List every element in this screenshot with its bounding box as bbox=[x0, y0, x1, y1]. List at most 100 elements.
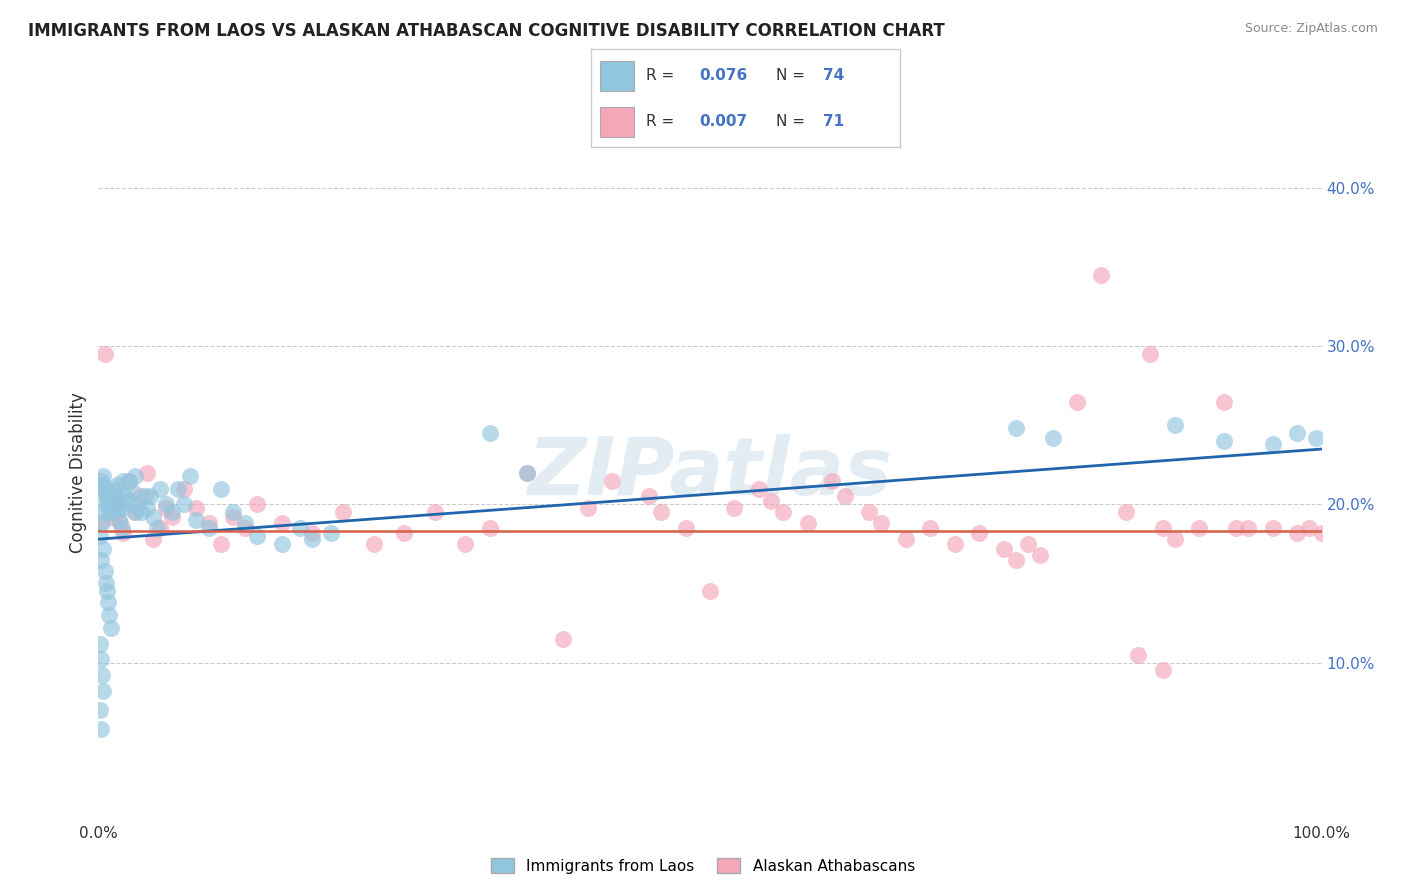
Point bbox=[89, 482, 111, 496]
Point bbox=[89, 636, 111, 650]
Point bbox=[94, 576, 117, 591]
Point bbox=[90, 652, 112, 666]
Text: 71: 71 bbox=[823, 114, 844, 129]
Point bbox=[149, 482, 172, 496]
Point bbox=[894, 532, 917, 546]
Point bbox=[363, 537, 385, 551]
Point bbox=[100, 484, 122, 499]
Point bbox=[270, 516, 294, 531]
Point bbox=[118, 494, 141, 508]
Point bbox=[1042, 431, 1064, 445]
Point bbox=[1237, 521, 1260, 535]
Point bbox=[173, 482, 195, 496]
Point bbox=[93, 564, 115, 578]
Point bbox=[136, 466, 159, 480]
Point bbox=[100, 621, 122, 635]
Text: 0.076: 0.076 bbox=[699, 68, 747, 83]
Point bbox=[1115, 505, 1137, 519]
Text: ZIPatlas: ZIPatlas bbox=[527, 434, 893, 512]
Point bbox=[97, 595, 120, 609]
Point bbox=[197, 521, 219, 535]
Point bbox=[650, 505, 672, 519]
Point bbox=[111, 474, 134, 488]
Point bbox=[222, 505, 245, 519]
Point bbox=[699, 584, 721, 599]
Point bbox=[319, 525, 342, 540]
Point bbox=[186, 513, 208, 527]
Point bbox=[209, 482, 232, 496]
Point bbox=[104, 490, 127, 504]
Point bbox=[179, 469, 201, 483]
Point bbox=[186, 500, 208, 515]
Point bbox=[478, 426, 501, 441]
Point bbox=[160, 505, 183, 519]
Point bbox=[136, 500, 159, 515]
Point bbox=[1029, 548, 1052, 562]
Text: IMMIGRANTS FROM LAOS VS ALASKAN ATHABASCAN COGNITIVE DISABILITY CORRELATION CHAR: IMMIGRANTS FROM LAOS VS ALASKAN ATHABASC… bbox=[28, 22, 945, 40]
Text: R =: R = bbox=[647, 68, 679, 83]
Legend: Immigrants from Laos, Alaskan Athabascans: Immigrants from Laos, Alaskan Athabascan… bbox=[485, 852, 921, 880]
Point bbox=[105, 505, 128, 519]
Point bbox=[167, 482, 190, 496]
Point bbox=[600, 474, 623, 488]
Point bbox=[91, 469, 114, 483]
Point bbox=[1212, 394, 1234, 409]
Point bbox=[111, 525, 134, 540]
Point bbox=[1286, 426, 1309, 441]
Point bbox=[90, 722, 112, 736]
Point bbox=[93, 347, 115, 361]
Point bbox=[1164, 418, 1187, 433]
Point bbox=[118, 474, 141, 488]
Point bbox=[209, 537, 232, 551]
Point bbox=[146, 521, 169, 535]
Point bbox=[967, 525, 990, 540]
Point bbox=[638, 490, 661, 504]
Point bbox=[139, 490, 162, 504]
Point bbox=[101, 494, 124, 508]
Point bbox=[100, 510, 122, 524]
Point bbox=[1004, 552, 1026, 567]
Y-axis label: Cognitive Disability: Cognitive Disability bbox=[69, 392, 87, 553]
Point bbox=[110, 497, 132, 511]
Point bbox=[1298, 521, 1320, 535]
Text: Source: ZipAtlas.com: Source: ZipAtlas.com bbox=[1244, 22, 1378, 36]
Point bbox=[870, 516, 893, 531]
Point bbox=[90, 505, 112, 519]
Point bbox=[124, 469, 146, 483]
Point bbox=[134, 490, 156, 504]
Point bbox=[675, 521, 697, 535]
Point bbox=[155, 500, 177, 515]
Point bbox=[94, 490, 117, 504]
Point bbox=[98, 505, 121, 519]
Point bbox=[301, 532, 323, 546]
Point bbox=[553, 632, 575, 646]
FancyBboxPatch shape bbox=[600, 61, 634, 91]
Point bbox=[149, 521, 172, 535]
Point bbox=[91, 684, 114, 698]
Point bbox=[1286, 525, 1309, 540]
Point bbox=[454, 537, 477, 551]
Point bbox=[761, 494, 783, 508]
FancyBboxPatch shape bbox=[600, 107, 634, 137]
Point bbox=[197, 516, 219, 531]
Point bbox=[515, 466, 537, 480]
Point bbox=[515, 466, 537, 480]
Point bbox=[91, 668, 114, 682]
Point bbox=[270, 537, 294, 551]
Point bbox=[97, 494, 120, 508]
Point bbox=[142, 532, 165, 546]
Point bbox=[821, 474, 844, 488]
Point bbox=[89, 516, 111, 531]
Point bbox=[129, 490, 152, 504]
Point bbox=[246, 529, 269, 543]
Point bbox=[748, 482, 770, 496]
Point bbox=[1017, 537, 1039, 551]
Point bbox=[111, 521, 134, 535]
Text: N =: N = bbox=[776, 114, 810, 129]
Point bbox=[920, 521, 942, 535]
Point bbox=[1261, 521, 1284, 535]
Point bbox=[1261, 437, 1284, 451]
Point bbox=[233, 521, 256, 535]
Point bbox=[89, 529, 111, 543]
Point bbox=[91, 516, 114, 531]
